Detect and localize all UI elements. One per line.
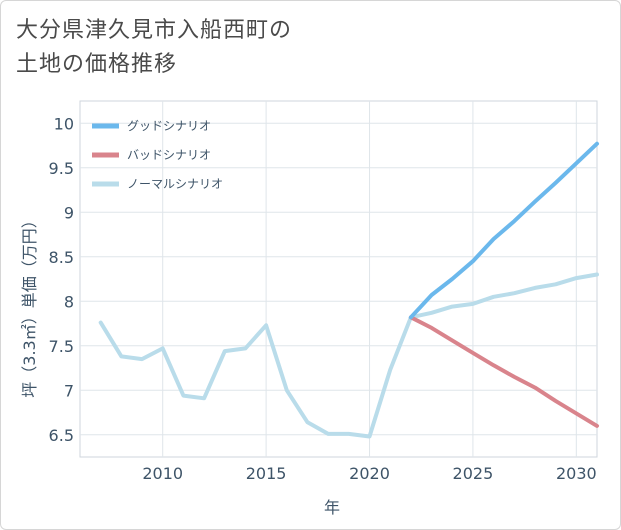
legend-label: グッドシナリオ xyxy=(127,119,211,133)
series-line-1 xyxy=(408,315,599,428)
y-tick-label: 7 xyxy=(64,381,74,400)
x-tick-labels: 2010 2015 2020 2025 2030 xyxy=(142,464,596,483)
legend-label: ノーマルシナリオ xyxy=(127,177,223,191)
series-line-2 xyxy=(98,272,599,439)
series-lines xyxy=(98,141,599,439)
y-tick-label: 9 xyxy=(64,203,74,222)
y-tick-labels: 6.5 7 7.5 8 8.5 9 9.5 10 xyxy=(49,114,74,445)
x-tick-label: 2025 xyxy=(453,464,494,483)
x-tick-label: 2030 xyxy=(556,464,597,483)
title-line-1: 大分県津久見市入船西町の xyxy=(16,18,293,43)
y-axis-title: 坪（3.3㎡）単価（万円） xyxy=(20,212,39,397)
plot-area xyxy=(79,100,598,458)
chart-title: 大分県津久見市入船西町の 土地の価格推移 xyxy=(16,14,436,82)
x-tick-label: 2020 xyxy=(349,464,390,483)
x-axis-title: 年 xyxy=(324,498,340,517)
title-line-2: 土地の価格推移 xyxy=(16,52,178,77)
y-tick-label: 7.5 xyxy=(49,337,74,356)
y-tick-label: 6.5 xyxy=(49,426,74,445)
x-tick-label: 2010 xyxy=(142,464,183,483)
grid-lines xyxy=(80,101,597,457)
y-tick-label: 10 xyxy=(54,114,74,133)
x-tick-label: 2015 xyxy=(246,464,287,483)
y-tick-label: 8.5 xyxy=(49,248,74,267)
y-tick-label: 8 xyxy=(64,292,74,311)
legend-label: バッドシナリオ xyxy=(127,148,211,162)
y-tick-label: 9.5 xyxy=(49,159,74,178)
series-line-0 xyxy=(408,141,599,320)
